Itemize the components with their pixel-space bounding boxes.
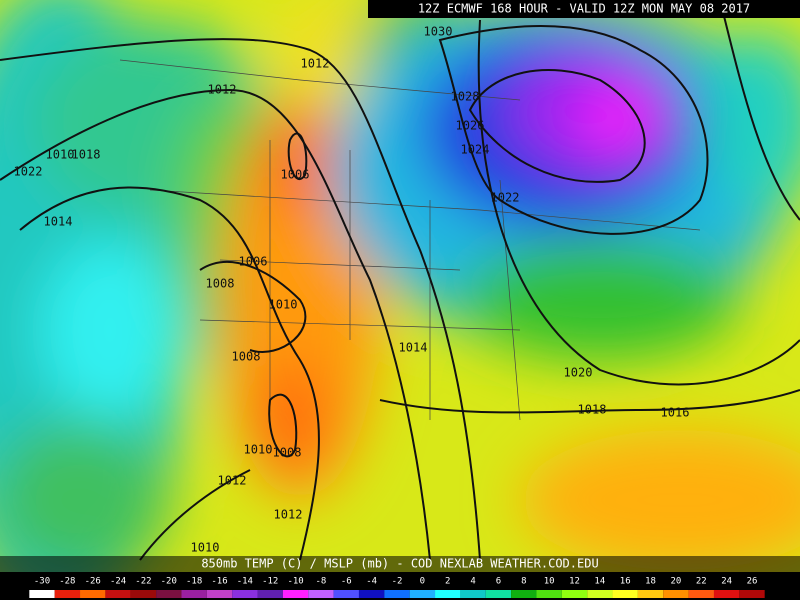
isobar-label: 1008 [206, 277, 235, 291]
colorbar-swatch [333, 590, 359, 598]
isobar-label: 1016 [661, 406, 690, 420]
isobar-label: 1024 [461, 143, 490, 157]
colorbar-label: 26 [747, 577, 758, 587]
colorbar-swatch [29, 590, 55, 598]
colorbar-label: 22 [696, 577, 707, 587]
isobar-label: 1012 [208, 83, 237, 97]
colorbar-swatch [105, 590, 131, 598]
colorbar-swatch [739, 590, 765, 598]
colorbar-label: -18 [186, 577, 202, 587]
colorbar-label: 8 [521, 577, 526, 587]
colorbar-swatch [612, 590, 638, 598]
colorbar-swatch [587, 590, 613, 598]
colorbar-swatch [663, 590, 689, 598]
colorbar-swatch [206, 590, 233, 598]
colorbar-swatch [536, 590, 562, 598]
isobar-label: 1028 [451, 90, 480, 104]
colorbar-label: 18 [645, 577, 656, 587]
isobar-label: 1012 [274, 508, 303, 522]
isobar-label: 1012 [218, 474, 247, 488]
colorbar-swatch [181, 590, 207, 598]
isobar-label: 1010 [244, 443, 273, 457]
colorbar-swatch [156, 590, 182, 598]
colorbar-swatch [409, 590, 436, 598]
colorbar-swatch [435, 590, 461, 598]
isobar-label: 1012 [301, 57, 330, 71]
colorbar-swatch [688, 590, 714, 598]
isobar-label: 1022 [491, 191, 520, 205]
colorbar-label: -6 [341, 577, 352, 587]
colorbar: -30 -28 -26 -24 -22 -20 -18 -16 -14 -12 -10 -8 -6 -4-… [29, 577, 765, 598]
colorbar-label: -20 [161, 577, 177, 587]
colorbar-label: -4 [366, 577, 377, 587]
colorbar-label: -8 [316, 577, 327, 587]
colorbar-swatch [282, 590, 309, 598]
colorbar-label: -16 [211, 577, 227, 587]
colorbar-swatch [384, 590, 410, 598]
state-borders [119, 59, 701, 421]
isobar-label: 1014 [44, 215, 73, 229]
colorbar-swatch [485, 590, 512, 598]
isobar-label: 1022 [14, 165, 43, 179]
colorbar-swatch [511, 590, 537, 598]
colorbar-label: 0 [420, 577, 425, 587]
isobar-label: 1010 [269, 298, 298, 312]
colorbar-label: 14 [594, 577, 605, 587]
colorbar-label: -28 [59, 577, 75, 587]
colorbar-label: 12 [569, 577, 580, 587]
colorbar-label: -2 [392, 577, 403, 587]
colorbar-swatch [54, 590, 81, 598]
colorbar-swatch [460, 590, 486, 598]
colorbar-swatch [308, 590, 334, 598]
colorbar-label: -14 [237, 577, 253, 587]
colorbar-swatch [80, 590, 106, 598]
isobar-label: 1030 [424, 25, 453, 39]
isobar-label: 1014 [399, 341, 428, 355]
colorbar-swatch [637, 590, 664, 598]
colorbar-label: -30 [34, 577, 50, 587]
colorbar-swatch [561, 590, 588, 598]
colorbar-label: 6 [496, 577, 501, 587]
isobar-label: 1006 [239, 255, 268, 269]
header-bar [368, 0, 800, 18]
colorbar-swatch [713, 590, 740, 598]
colorbar-label: 16 [620, 577, 631, 587]
colorbar-label: 4 [470, 577, 475, 587]
colorbar-label: -26 [85, 577, 101, 587]
colorbar-label: -10 [287, 577, 303, 587]
colorbar-label: 24 [721, 577, 732, 587]
isobar-label: 1026 [456, 119, 485, 133]
footer-title: 850mb TEMP (C) / MSLP (mb) - COD NEXLAB … [201, 557, 598, 571]
isobar-label: 1008 [232, 350, 261, 364]
isobar-label: 1008 [273, 446, 302, 460]
colorbar-label: -12 [262, 577, 278, 587]
isobar-label: 1010 [191, 541, 220, 555]
isobar-label: 1020 [564, 366, 593, 380]
colorbar-swatch [232, 590, 258, 598]
footer-bar [0, 556, 800, 572]
header-title: 12Z ECMWF 168 HOUR - VALID 12Z MON MAY 0… [418, 2, 750, 16]
isobar-label: 1006 [281, 168, 310, 182]
colorbar-swatch [130, 590, 157, 598]
colorbar-label: -22 [135, 577, 151, 587]
isobar-label: 1018 [72, 148, 101, 162]
colorbar-label: 2 [445, 577, 450, 587]
colorbar-label: 10 [544, 577, 555, 587]
isobar-label: 1010 [46, 148, 75, 162]
colorbar-label: -24 [110, 577, 126, 587]
colorbar-swatch [257, 590, 283, 598]
colorbar-label: 20 [671, 577, 682, 587]
isobars [0, 0, 800, 561]
isobar-label: 1018 [578, 403, 607, 417]
colorbar-swatch [358, 590, 385, 598]
